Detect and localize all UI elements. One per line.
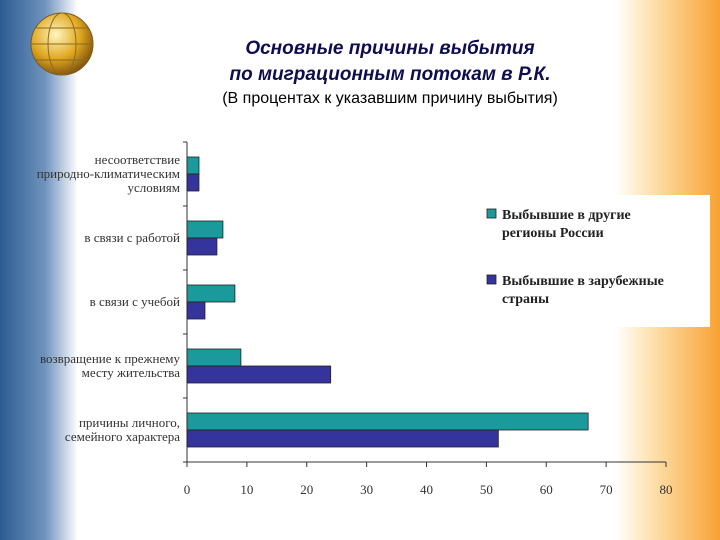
x-tick-label: 80 bbox=[660, 482, 673, 497]
y-tick-label: возвращение к прежнему месту жительства bbox=[39, 351, 180, 380]
bar bbox=[186, 284, 236, 303]
legend-label: Выбывшие в зарубежные страны bbox=[502, 274, 664, 307]
chart-subtitle: (В процентах к указавшим причину выбытия… bbox=[222, 90, 558, 107]
y-tick-label: несоответствие природно-климатическим ус… bbox=[36, 152, 180, 195]
bar bbox=[186, 220, 224, 239]
legend-swatch bbox=[486, 208, 497, 219]
x-tick-label: 60 bbox=[540, 482, 553, 497]
y-tick-label: в связи с работой bbox=[84, 230, 180, 245]
y-tick-label: причины личного, семейного характера bbox=[64, 415, 180, 444]
bar bbox=[186, 237, 218, 256]
legend-box bbox=[470, 195, 710, 327]
y-tick-label: в связи с учебой bbox=[89, 294, 180, 309]
bar bbox=[186, 301, 206, 320]
x-tick-label: 70 bbox=[600, 482, 613, 497]
chart-title: Основные причины выбытия по миграционным… bbox=[229, 38, 551, 85]
legend-swatch bbox=[486, 274, 497, 285]
globe-icon bbox=[30, 12, 94, 76]
bar bbox=[186, 365, 332, 384]
bar bbox=[186, 412, 589, 431]
bar bbox=[186, 348, 242, 367]
x-tick-label: 20 bbox=[300, 482, 313, 497]
bar bbox=[186, 156, 200, 175]
legend-label: Выбывшие в другие регионы России bbox=[502, 208, 631, 241]
x-tick-label: 30 bbox=[360, 482, 373, 497]
x-tick-label: 50 bbox=[480, 482, 493, 497]
bar bbox=[186, 429, 499, 448]
x-tick-label: 0 bbox=[184, 482, 191, 497]
x-tick-label: 10 bbox=[240, 482, 253, 497]
x-tick-label: 40 bbox=[420, 482, 433, 497]
bar bbox=[186, 173, 200, 192]
